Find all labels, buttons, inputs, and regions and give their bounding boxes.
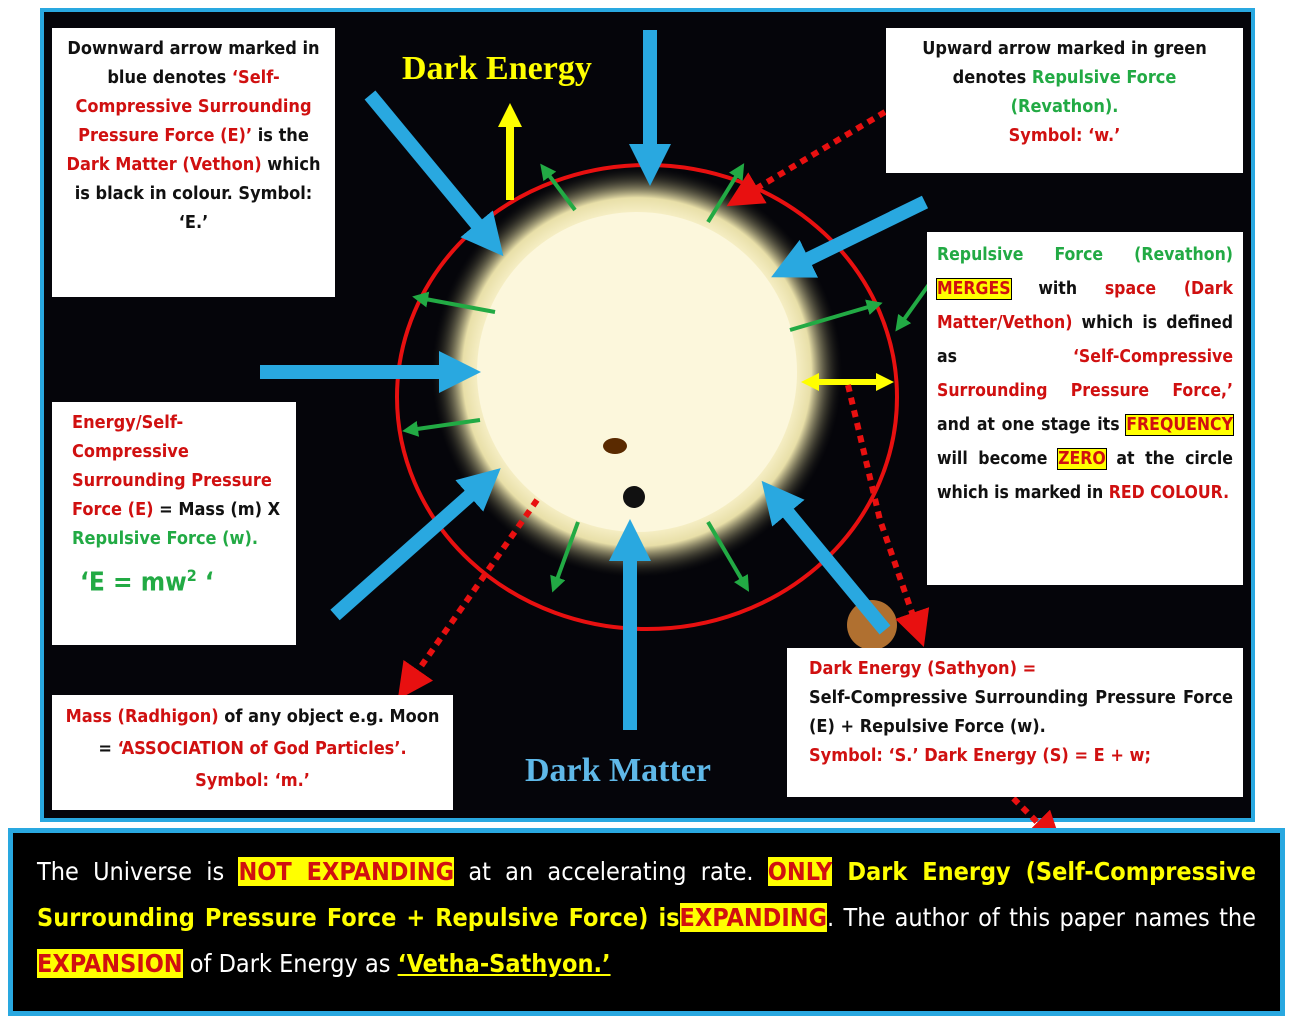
text: Repulsive Force (Revathon). — [1011, 67, 1177, 117]
text: and at one stage its — [937, 415, 1126, 435]
text: Symbol: ‘w.’ — [1009, 125, 1121, 146]
moon — [623, 486, 645, 508]
text: The Universe is — [37, 857, 238, 886]
sunspot — [603, 438, 627, 454]
text: ‘E = mw — [80, 568, 187, 598]
text: at an accelerating rate. — [454, 857, 768, 886]
banner: The Universe is NOT EXPANDING at an acce… — [8, 828, 1285, 1016]
text: Repulsive Force (w). — [72, 528, 258, 549]
text: Downward arrow marked in blue denotes — [67, 38, 319, 88]
text: Dark Matter (Vethon) — [67, 154, 262, 175]
text-box: Repulsive Force (Revathon) MERGES with s… — [927, 232, 1243, 585]
sun — [477, 212, 797, 532]
text: FREQUENCY — [1126, 415, 1233, 435]
dark-matter-label: Dark Matter — [525, 752, 711, 790]
text: of Dark Energy as — [183, 949, 398, 978]
text: MERGES — [937, 279, 1011, 299]
text-box: Upward arrow marked in green denotes Rep… — [886, 28, 1243, 173]
text: RED COLOUR. — [1109, 483, 1229, 503]
text: will become — [937, 449, 1058, 469]
text: ‘ASSOCIATION of God Particles’. Symbol: … — [118, 738, 407, 791]
text: ONLY — [768, 857, 833, 886]
text: NOT EXPANDING — [238, 857, 454, 886]
text: ZERO — [1058, 449, 1106, 469]
text-box: Mass (Radhigon) of any object e.g. Moon … — [52, 695, 453, 810]
formula: ‘E = mw2 ‘ — [72, 561, 286, 598]
text: ‘Vetha-Sathyon.’ — [398, 949, 611, 978]
text: = Mass (m) X — [154, 499, 281, 520]
text: ‘ — [197, 568, 214, 598]
text-box: Downward arrow marked in blue denotes ‘S… — [52, 28, 335, 297]
text: . The author of this paper names the — [827, 903, 1256, 932]
text: Dark Energy (Sathyon) = — [809, 654, 1233, 683]
text: is the — [252, 125, 309, 146]
text: EXPANSION — [37, 949, 183, 978]
text: with — [1011, 279, 1105, 299]
text-box: Dark Energy (Sathyon) =Self-Compressive … — [787, 648, 1243, 797]
page: Dark Energy Dark Matter Downward arrow m… — [0, 0, 1290, 1021]
text: 2 — [187, 566, 197, 585]
text: Repulsive Force (Revathon) — [937, 245, 1233, 265]
dark-energy-label: Dark Energy — [402, 50, 592, 88]
text-box: Energy/Self-Compressive Surrounding Pres… — [52, 402, 296, 645]
text: Mass (Radhigon) — [66, 706, 219, 727]
text: Symbol: ‘S.’ Dark Energy (S) = E + w; — [809, 741, 1233, 770]
text: EXPANDING — [680, 903, 827, 932]
text: Self-Compressive Surrounding Pressure Fo… — [809, 683, 1233, 741]
